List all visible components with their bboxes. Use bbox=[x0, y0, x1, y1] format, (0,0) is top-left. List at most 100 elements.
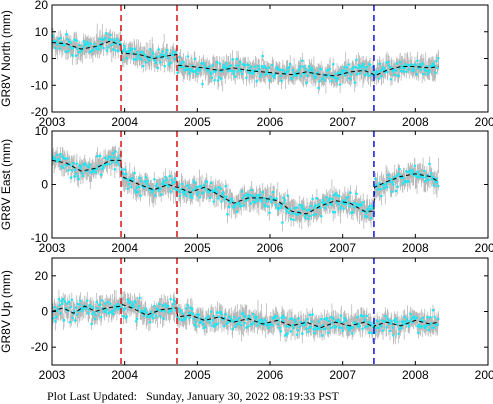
data-point bbox=[245, 193, 249, 196]
data-point bbox=[331, 62, 335, 66]
data-point bbox=[374, 326, 378, 330]
data-point bbox=[170, 178, 173, 182]
data-point bbox=[182, 60, 185, 64]
data-point bbox=[149, 310, 153, 314]
data-point bbox=[104, 156, 107, 160]
data-point bbox=[94, 171, 98, 174]
data-point bbox=[93, 317, 97, 321]
data-point bbox=[233, 70, 236, 73]
data-point bbox=[308, 214, 312, 218]
data-point bbox=[146, 179, 149, 183]
data-point bbox=[310, 66, 314, 70]
data-point bbox=[116, 157, 120, 160]
data-point bbox=[304, 320, 308, 324]
data-point bbox=[255, 193, 258, 197]
data-point bbox=[422, 176, 425, 179]
data-point bbox=[380, 74, 383, 78]
data-point bbox=[325, 203, 329, 207]
data-point bbox=[193, 181, 197, 184]
data-point bbox=[91, 312, 94, 316]
data-point bbox=[400, 64, 404, 67]
data-point bbox=[73, 168, 77, 171]
data-point bbox=[95, 300, 98, 304]
data-point bbox=[196, 193, 199, 196]
data-point bbox=[338, 320, 342, 324]
y-tick-label: 0 bbox=[41, 52, 48, 66]
data-point bbox=[74, 306, 78, 310]
data-point bbox=[264, 67, 268, 70]
data-point bbox=[224, 184, 227, 188]
data-point bbox=[129, 300, 132, 304]
data-point bbox=[135, 51, 139, 54]
data-point bbox=[290, 317, 294, 320]
data-point bbox=[327, 73, 331, 76]
data-point bbox=[227, 315, 231, 319]
data-point bbox=[342, 69, 345, 72]
data-point bbox=[189, 306, 192, 309]
data-point bbox=[307, 69, 310, 72]
data-point bbox=[159, 187, 162, 190]
data-point bbox=[424, 179, 427, 183]
data-point bbox=[182, 319, 185, 322]
data-point bbox=[399, 69, 403, 73]
data-point bbox=[295, 206, 299, 209]
data-point bbox=[320, 201, 324, 204]
data-point bbox=[223, 197, 227, 201]
data-point bbox=[215, 191, 219, 194]
data-point bbox=[299, 65, 302, 68]
data-point bbox=[331, 197, 334, 201]
data-point bbox=[347, 63, 351, 66]
data-point bbox=[389, 78, 393, 81]
data-point bbox=[344, 203, 348, 206]
data-point bbox=[195, 68, 198, 72]
data-point bbox=[109, 302, 112, 306]
data-point bbox=[268, 79, 271, 82]
x-tick-label: 2009 bbox=[475, 368, 493, 382]
data-point bbox=[314, 212, 318, 216]
data-point bbox=[362, 66, 366, 69]
data-point bbox=[165, 178, 168, 182]
data-point bbox=[186, 55, 190, 58]
data-point bbox=[170, 309, 173, 312]
data-point bbox=[261, 54, 265, 58]
data-point bbox=[430, 178, 434, 181]
data-point bbox=[409, 169, 412, 172]
data-point bbox=[405, 70, 408, 74]
data-point bbox=[309, 204, 313, 208]
data-point bbox=[87, 45, 91, 48]
data-point bbox=[188, 316, 191, 320]
data-point bbox=[172, 302, 175, 306]
data-point bbox=[315, 197, 319, 200]
data-point bbox=[267, 66, 271, 69]
data-point bbox=[86, 311, 90, 315]
data-point bbox=[152, 316, 155, 320]
data-point bbox=[388, 180, 392, 184]
data-point bbox=[242, 204, 246, 207]
data-point bbox=[58, 303, 61, 307]
data-point bbox=[247, 71, 251, 74]
data-point bbox=[251, 313, 255, 316]
data-point bbox=[129, 185, 133, 189]
data-point bbox=[345, 66, 349, 69]
data-point bbox=[69, 176, 73, 179]
data-point bbox=[255, 315, 258, 319]
data-point bbox=[386, 70, 389, 74]
data-point bbox=[252, 321, 256, 324]
data-point bbox=[341, 71, 345, 75]
data-point bbox=[134, 301, 137, 304]
data-point bbox=[331, 317, 335, 320]
data-point bbox=[302, 65, 306, 68]
data-point bbox=[235, 210, 239, 214]
data-point bbox=[205, 180, 209, 183]
x-tick-label: 2004 bbox=[111, 368, 138, 382]
data-point bbox=[286, 194, 290, 197]
data-point bbox=[295, 333, 299, 336]
data-point bbox=[142, 314, 146, 318]
data-point bbox=[161, 304, 165, 307]
data-point bbox=[65, 163, 68, 167]
data-point bbox=[140, 58, 143, 61]
data-point bbox=[89, 305, 92, 308]
data-point bbox=[87, 308, 91, 312]
data-point bbox=[148, 48, 152, 51]
data-point bbox=[309, 325, 313, 329]
